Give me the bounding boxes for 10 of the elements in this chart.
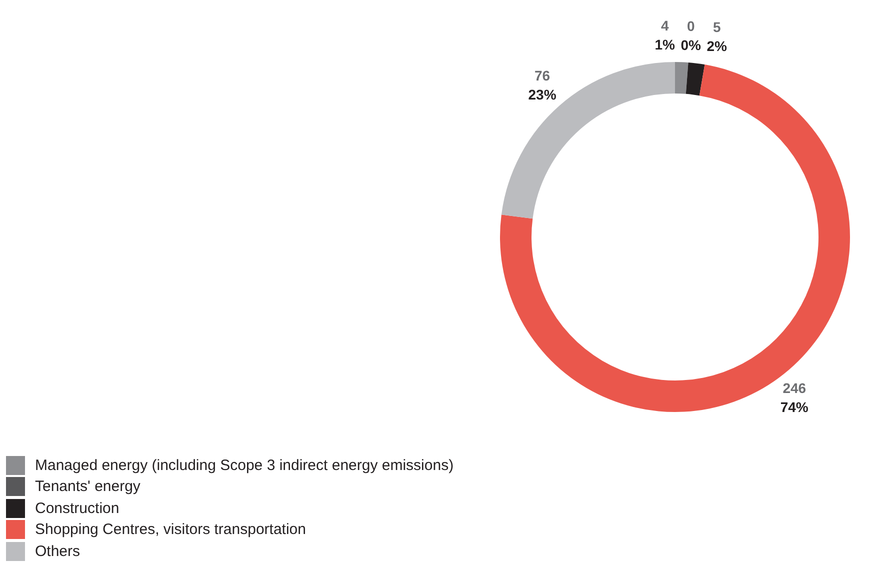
- legend-label: Managed energy (including Scope 3 indirect energy emissions): [35, 456, 454, 474]
- legend-label: Shopping Centres, visitors transportation: [35, 521, 306, 538]
- legend-label: Others: [35, 542, 80, 560]
- data-label: 4 1%: [654, 18, 676, 53]
- data-label: 76 23%: [528, 67, 557, 102]
- data-label: 5 2%: [706, 18, 728, 54]
- legend-label: Tenants' energy: [35, 478, 140, 496]
- data-label: 246 74%: [780, 380, 809, 416]
- text: 0 0%: [680, 18, 701, 53]
- legend-label: Construction: [35, 500, 120, 517]
